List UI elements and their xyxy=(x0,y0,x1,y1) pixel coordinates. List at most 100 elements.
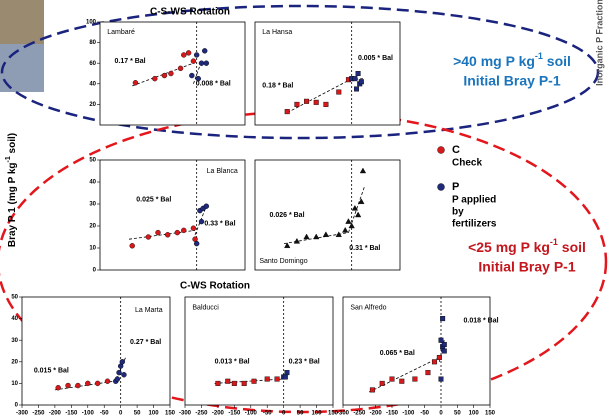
slope-annotation: 0.27 * Bal xyxy=(130,339,161,346)
y-tick-label: 0 xyxy=(15,403,19,409)
point xyxy=(356,71,361,76)
point xyxy=(130,243,135,248)
point xyxy=(181,228,186,233)
slope-annotation: 0.005 * Bal xyxy=(358,55,393,62)
point xyxy=(202,48,207,53)
x-tick-label: -50 xyxy=(263,411,272,417)
slope-annotation: 0.065 * Bal xyxy=(380,350,415,357)
x-tick-label: 150 xyxy=(165,411,176,417)
x-tick-label: -250 xyxy=(353,411,366,417)
x-tick-label: 50 xyxy=(454,411,461,417)
y-label-text: Bray P 1 (mg P kg xyxy=(7,162,18,247)
point xyxy=(199,219,204,224)
point xyxy=(121,372,126,377)
x-tick-label: 100 xyxy=(469,411,480,417)
plot-frame xyxy=(255,22,400,125)
slope-annotation: 0.31 * Bal xyxy=(349,245,380,252)
section-title: C-S-WS Rotation xyxy=(150,7,230,18)
panel-title: La Hansa xyxy=(262,29,292,36)
panel-title: La Marta xyxy=(135,307,163,314)
x-tick-label: 0 xyxy=(119,411,123,417)
point xyxy=(354,87,359,92)
y-tick-label: 10 xyxy=(11,381,18,387)
point xyxy=(168,71,173,76)
x-tick-label: -150 xyxy=(228,411,241,417)
point xyxy=(440,316,445,321)
y-tick-label: 10 xyxy=(89,246,96,252)
y-tick-label: 50 xyxy=(89,158,96,164)
right-label: Inorganic P Fractions xyxy=(594,0,604,86)
point xyxy=(115,377,120,382)
point xyxy=(216,381,221,386)
y-tick-label: 40 xyxy=(89,180,96,186)
slope-annotation: 0.025 * Bal xyxy=(136,196,171,203)
figure: C-S-WS Rotation C-WS Rotation Bray P 1 (… xyxy=(0,0,609,420)
point xyxy=(152,76,157,81)
legend-marker xyxy=(438,147,445,154)
y-label-tail: soil) xyxy=(7,133,18,156)
point xyxy=(252,379,257,384)
x-tick-label: -300 xyxy=(16,411,29,417)
panel-title: La Blanca xyxy=(207,168,238,175)
y-tick-label: 50 xyxy=(11,295,18,301)
point xyxy=(181,52,186,57)
legend-label: by xyxy=(452,207,464,218)
section-title: C-WS Rotation xyxy=(180,281,250,292)
point xyxy=(265,377,270,382)
point xyxy=(400,379,405,384)
point xyxy=(191,226,196,231)
note-line2: Initial Bray P-1 xyxy=(463,73,560,89)
point xyxy=(56,385,61,390)
note-tail: soil xyxy=(543,53,571,69)
point xyxy=(359,79,364,84)
point xyxy=(165,232,170,237)
point xyxy=(285,370,290,375)
y-tick-label: 60 xyxy=(89,61,96,67)
point xyxy=(336,90,341,95)
point xyxy=(232,381,237,386)
point xyxy=(66,383,71,388)
point xyxy=(75,383,80,388)
slope-annotation: 0.015 * Bal xyxy=(34,367,69,374)
x-tick-label: -150 xyxy=(386,411,399,417)
x-tick-label: -200 xyxy=(212,411,225,417)
note-line2: Initial Bray P-1 xyxy=(478,259,575,275)
legend-name: P xyxy=(452,181,459,193)
point xyxy=(194,241,199,246)
slope-annotation: 0.33 * Bal xyxy=(204,221,235,228)
point xyxy=(304,99,309,104)
point xyxy=(162,73,167,78)
note-tail: soil xyxy=(558,239,586,255)
point xyxy=(105,379,110,384)
y-axis-label: Bray P 1 (mg P kg-1 soil) xyxy=(5,133,18,247)
point xyxy=(242,381,247,386)
y-tick-label: 40 xyxy=(89,81,96,87)
point xyxy=(156,230,161,235)
panel-title: Lambaré xyxy=(107,29,135,36)
point xyxy=(191,59,196,64)
slope-annotation: 0.18 * Bal xyxy=(262,83,293,90)
point xyxy=(283,375,288,380)
y-tick-label: 20 xyxy=(11,359,18,365)
x-tick-label: -50 xyxy=(420,411,429,417)
slope-annotation: 0.23 * Bal xyxy=(289,359,320,366)
y-tick-label: 80 xyxy=(89,40,96,46)
photo-soil xyxy=(0,0,44,44)
x-tick-label: -150 xyxy=(65,411,78,417)
point xyxy=(295,102,300,107)
point xyxy=(370,388,375,393)
x-tick-label: -100 xyxy=(402,411,415,417)
y-tick-label: 100 xyxy=(86,20,97,26)
slope-annotation: 0.013 * Bal xyxy=(215,359,250,366)
slope-annotation: 0.026 * Bal xyxy=(270,212,305,219)
point xyxy=(199,61,204,66)
x-tick-label: 50 xyxy=(297,411,304,417)
point xyxy=(390,377,395,382)
y-tick-label: 30 xyxy=(11,338,18,344)
note: >40 mg P kg-1 soil xyxy=(453,51,571,68)
panel-title: Santo Domingo xyxy=(259,258,307,265)
point xyxy=(204,204,209,209)
x-tick-label: -300 xyxy=(337,411,350,417)
legend-marker xyxy=(438,184,445,191)
point xyxy=(442,349,447,354)
